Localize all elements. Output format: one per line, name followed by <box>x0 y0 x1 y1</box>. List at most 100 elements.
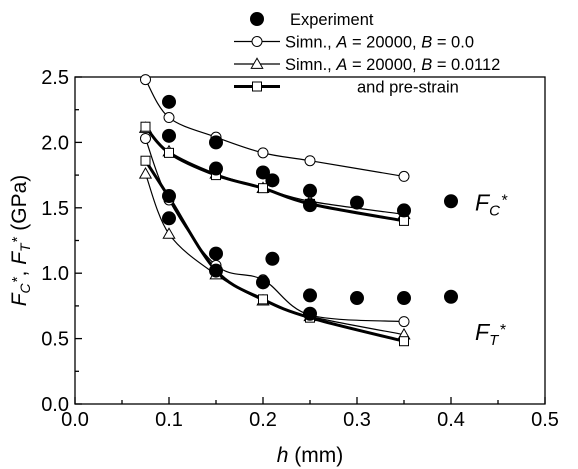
open-square-marker <box>258 294 268 305</box>
legend-label-text: Simn., <box>285 56 336 74</box>
open-circle-marker <box>398 170 410 182</box>
open-triangle-marker <box>250 57 264 69</box>
y-tick-label: 0.5 <box>41 329 69 351</box>
x-axis: 0.0 0.1 0.2 0.3 0.4 0.5 <box>61 397 559 431</box>
open-circle-marker <box>140 74 151 86</box>
experiment-point <box>303 288 317 303</box>
experiment-point <box>265 173 280 188</box>
x-tick-label: 0.5 <box>531 409 559 431</box>
y-axis-title-unit: (GPa) <box>8 175 31 237</box>
experiment-point <box>256 165 270 180</box>
open-square-marker <box>252 81 262 92</box>
annotations: FC*FT* <box>475 189 508 348</box>
open-triangle-marker <box>162 227 176 239</box>
open-circle-marker <box>251 36 263 47</box>
y-axis: 0.0 0.5 1.0 1.5 2.0 2.5 <box>41 67 82 416</box>
x-tick-label: 0.1 <box>155 409 183 431</box>
legend-label-text: = 20000, <box>347 34 421 52</box>
experiment-point <box>303 183 317 198</box>
experiment-point <box>350 195 364 210</box>
annotation-subscript: C <box>489 202 500 219</box>
y-tick-label: 2.0 <box>41 132 69 154</box>
y-axis-title-sub-t: T <box>17 242 33 252</box>
legend-label-text: Experiment <box>290 11 374 29</box>
open-square-marker <box>399 336 409 347</box>
annotation-star: * <box>501 192 508 209</box>
experiment-point <box>209 135 223 150</box>
x-axis-title-variable: h <box>277 444 289 467</box>
experiment-point <box>303 306 317 321</box>
y-axis-title-var-fc: F <box>8 292 31 306</box>
experiment-point <box>265 251 280 266</box>
open-triangle-marker <box>138 167 153 179</box>
series-curve <box>145 127 405 215</box>
annotation-fc: FC* <box>475 189 508 219</box>
open-square-marker <box>164 147 174 158</box>
x-tick-label: 0.4 <box>437 409 465 431</box>
legend-label-text: = 0.0 <box>432 34 474 52</box>
experiment-point <box>350 291 364 306</box>
x-axis-title: h (mm) <box>277 444 344 467</box>
experiment-point <box>209 161 223 176</box>
open-circle-marker <box>163 112 175 124</box>
open-square-marker <box>140 121 151 132</box>
legend-label-variable: B <box>421 56 432 74</box>
legend-item-s2: Simn., A = 20000, B = 0.0112 <box>234 56 500 74</box>
open-square-marker <box>140 155 151 166</box>
experiment-point <box>397 291 411 306</box>
y-tick-label: 0.0 <box>41 394 69 416</box>
x-tick-label: 0.0 <box>61 409 89 431</box>
y-axis-title: FC*, FT* (GPa) <box>8 175 33 307</box>
series-open-square-curves <box>144 125 405 343</box>
y-axis-title-star: * <box>9 276 26 282</box>
annotation-subscript: T <box>489 331 500 348</box>
legend-item-s1: Simn., A = 20000, B = 0.0 <box>234 34 474 52</box>
series-experiment-points <box>162 94 458 321</box>
experiment-point <box>209 263 223 278</box>
open-circle-marker <box>398 316 410 328</box>
legend-label-text: = 20000, <box>347 56 421 74</box>
experiment-point <box>444 289 458 304</box>
open-circle-marker <box>304 155 316 167</box>
experiment-point <box>256 275 270 290</box>
experiment-point <box>162 211 176 226</box>
annotation-variable: F <box>475 189 491 215</box>
legend-label: Simn., A = 20000, B = 0.0112 <box>285 56 500 74</box>
legend-label-text: = 0.0112 <box>432 56 500 74</box>
series-layer <box>138 74 458 347</box>
open-circle-marker <box>140 132 151 144</box>
series-open-circle-curves <box>144 79 405 323</box>
x-tick-label: 0.3 <box>343 409 371 431</box>
legend-label: Simn., A = 20000, B = 0.0 <box>285 34 474 52</box>
series-curve <box>144 138 405 323</box>
annotation-ft: FT* <box>475 319 506 349</box>
y-axis-title-var-ft: F <box>8 251 31 265</box>
experiment-point <box>162 128 176 143</box>
legend-label-variable: A <box>335 34 347 52</box>
x-axis-title-unit: (mm) <box>288 444 343 467</box>
x-tick-label: 0.2 <box>249 409 277 431</box>
experiment-point <box>303 198 317 213</box>
legend-label-variable: B <box>421 34 432 52</box>
y-axis-title-sub-c: C <box>17 282 33 293</box>
legend-label-variable: A <box>335 56 347 74</box>
experiment-point <box>444 194 458 209</box>
legend-item-s3: and pre-strain <box>234 79 459 97</box>
y-axis-title-comma: , <box>8 265 31 277</box>
experiment-point <box>397 203 411 218</box>
y-tick-label: 1.0 <box>41 263 69 285</box>
legend-label-text: and pre-strain <box>357 79 459 97</box>
experiment-point <box>162 189 176 204</box>
open-circle-marker <box>257 147 269 159</box>
legend-label: and pre-strain <box>357 79 459 97</box>
experiment-point <box>209 246 223 261</box>
open-square-marker <box>399 215 409 226</box>
legend-label-text: Simn., <box>285 34 336 52</box>
experiment-point <box>162 94 176 109</box>
legend-item-exp: Experiment <box>250 11 374 29</box>
legend-filled-circle-marker <box>250 12 264 26</box>
y-tick-label: 1.5 <box>41 198 69 220</box>
annotation-star: * <box>499 322 506 339</box>
